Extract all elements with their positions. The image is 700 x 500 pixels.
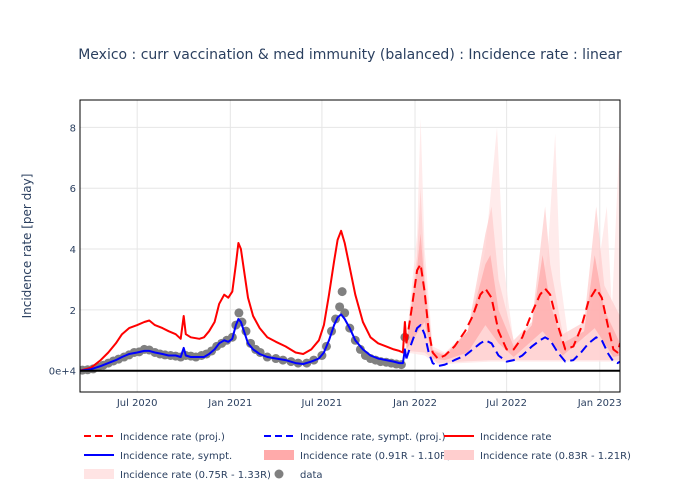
legend-item-incidence-rate-sympt-label: Incidence rate, sympt.	[120, 451, 232, 462]
legend-item-incidence-rate-label: Incidence rate	[480, 432, 552, 443]
x-tick-label: Jul 2020	[116, 398, 158, 409]
legend-item-incidence-rate-0-83r-1-21r-label: Incidence rate (0.83R - 1.21R)	[480, 451, 631, 462]
band-incidence-rate-0-83r-1-21r	[406, 188, 620, 364]
series-line-incidence-rate-proj	[405, 263, 620, 360]
legend-item-incidence-rate-0-83r-1-21r-swatch	[444, 450, 474, 460]
legend-item-incidence-rate-0-75r-1-33r-label: Incidence rate (0.75R - 1.33R)	[120, 470, 271, 481]
data-point	[396, 360, 406, 370]
plot-frame	[79, 99, 621, 393]
x-tick-label: Jul 2022	[485, 398, 527, 409]
series-line-incidence-rate-sympt	[80, 313, 408, 372]
data-point	[335, 302, 345, 312]
y-tick-label: 6	[70, 184, 76, 195]
y-axis-label: Incidence rate [per day]	[20, 174, 34, 319]
series-line-incidence-rate	[80, 229, 408, 372]
y-tick-label: 0e+4	[49, 367, 76, 378]
y-tick-label: 4	[70, 245, 76, 256]
plot-content	[80, 118, 620, 375]
legend-item-incidence-rate-0-91r-1-10r-label: Incidence rate (0.91R - 1.10R)	[300, 451, 451, 462]
data-point	[355, 344, 365, 354]
series-line-incidence-rate-sympt-proj	[405, 324, 620, 368]
legend-item-data-swatch	[274, 469, 284, 479]
chart-title: Mexico : curr vaccination & med immunity…	[78, 47, 622, 63]
y-tick-label: 8	[70, 123, 76, 134]
legend-item-incidence-rate-sympt-proj-label: Incidence rate, sympt. (proj.)	[300, 432, 446, 443]
x-tick-label: Jul 2021	[301, 398, 343, 409]
x-tick-label: Jan 2021	[207, 398, 252, 409]
legend-item-incidence-rate-proj-label: Incidence rate (proj.)	[120, 432, 225, 443]
legend-item-data-label: data	[300, 470, 323, 481]
x-tick-label: Jan 2023	[577, 398, 622, 409]
plot-area: 0e+4 2 4 6 8 Jul 2020 Jan 2021 Jul 2021 Jan 2022…	[49, 99, 622, 409]
data-point	[337, 287, 347, 297]
legend-item-incidence-rate-0-91r-1-10r-swatch	[264, 450, 294, 460]
legend-item-incidence-rate-0-75r-1-33r-swatch	[84, 469, 114, 479]
legend: Incidence rate (proj.) Incidence rate, sy…	[84, 432, 631, 481]
data-point	[234, 308, 244, 318]
y-tick-label: 2	[70, 306, 76, 317]
x-tick-label: Jan 2022	[392, 398, 437, 409]
